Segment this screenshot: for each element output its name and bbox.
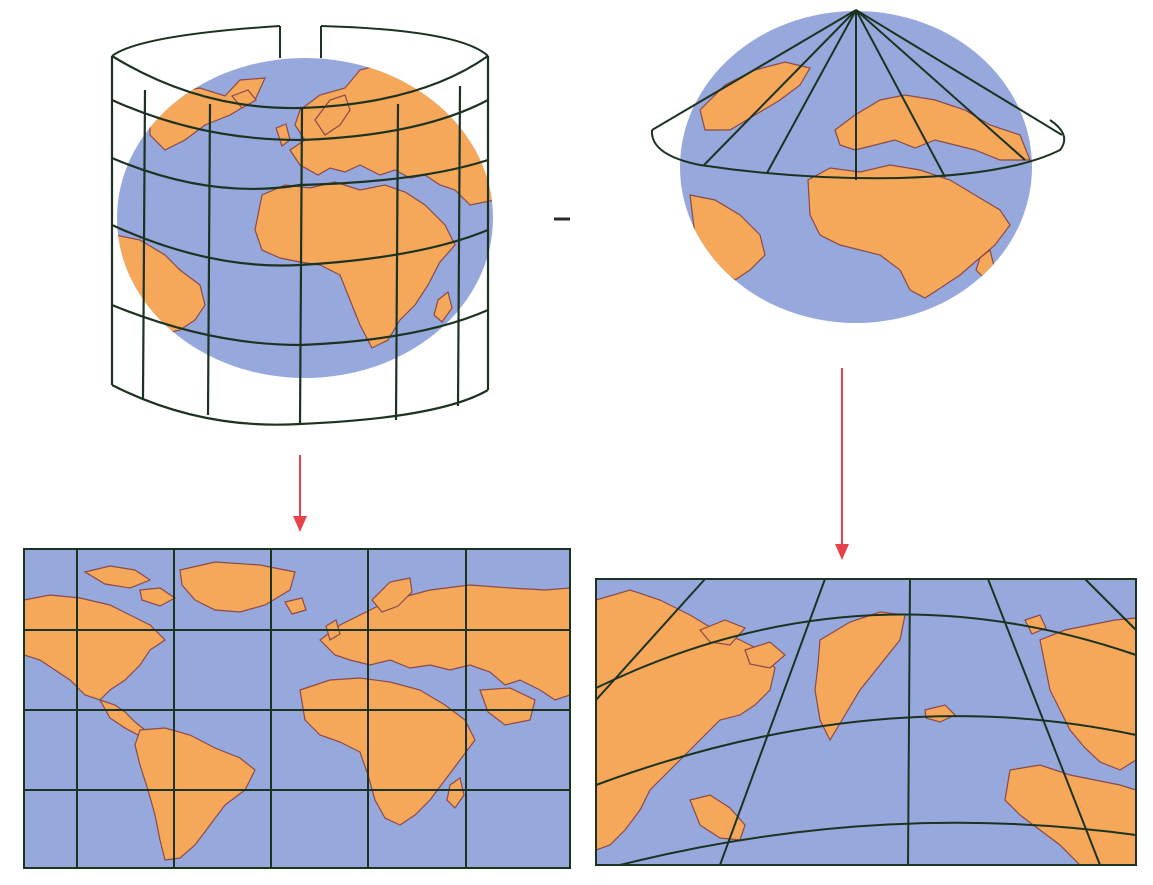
- conic-meridian-3: [907, 578, 911, 866]
- conic-parallel-3: [619, 821, 1137, 866]
- landmass-iceland: [284, 597, 307, 615]
- landmass-africa: [807, 164, 1011, 299]
- landmass-greenland: [814, 611, 906, 742]
- landmass-madagascar: [433, 290, 453, 323]
- conic-meridian-5: [1084, 578, 1137, 631]
- cylinder-parallel-2: [111, 98, 489, 142]
- cylinder-meridian-1: [141, 89, 147, 399]
- arrow-cylinder-to-map: [293, 455, 307, 532]
- arrow-head: [835, 544, 849, 560]
- landmass-central-america: [689, 794, 746, 841]
- landmass-greenland: [179, 561, 296, 613]
- cylinder-grid: [110, 55, 490, 426]
- arrow-cone-to-map: [835, 368, 849, 560]
- landmass-arctic-islands-2: [744, 641, 786, 669]
- conic-meridian-2: [719, 578, 826, 866]
- cylinder-bottom-edge: [111, 384, 489, 426]
- conic-meridian-4: [987, 578, 1101, 866]
- cylinder-meridian-2: [206, 103, 212, 416]
- conic-parallel-1: [595, 613, 1137, 689]
- landmass-africa: [299, 677, 476, 826]
- cone-meridian-2: [766, 9, 857, 174]
- map-frame: [23, 548, 571, 869]
- cone-meridian-5: [855, 9, 1026, 161]
- landmass-arctic-islands: [83, 565, 152, 589]
- cylinder-meridian-4: [394, 103, 400, 421]
- landmass-europe-south: [1004, 764, 1136, 865]
- landmass-arabia: [479, 687, 536, 726]
- cylinder-meridian-3: [298, 107, 304, 425]
- cone-outline: [650, 9, 1066, 180]
- cylinder-back-edge: [111, 25, 489, 57]
- map-grid: [23, 548, 571, 869]
- globe-continents: [689, 61, 1031, 299]
- cylinder-parallel-3: [111, 156, 489, 191]
- landmass-europe: [834, 94, 1031, 161]
- cylinder-meridian-5: [456, 85, 462, 407]
- cone-globe-illustration: [554, 9, 1066, 323]
- cone-meridian-1: [703, 9, 857, 166]
- cone-edge-left: [651, 9, 857, 131]
- map-continents: [596, 589, 1136, 865]
- landmass-madagascar: [446, 777, 465, 809]
- landmass-south-america: [134, 727, 256, 861]
- landmass-scandinavia: [371, 577, 413, 613]
- cylinder-parallel-1: [111, 55, 489, 110]
- conic-meridian-1: [595, 578, 706, 701]
- cylindrical-map: [23, 548, 571, 869]
- conic-map: [595, 578, 1137, 866]
- landmass-north-america: [596, 589, 776, 851]
- cylinder-globe-illustration: [110, 25, 493, 426]
- cone-meridian-4: [855, 9, 946, 178]
- landmass-north-america: [24, 594, 166, 701]
- conic-parallel-2: [595, 715, 1137, 786]
- landmass-europe: [1039, 617, 1136, 771]
- map-continents: [24, 561, 570, 861]
- map-frame: [595, 578, 1137, 866]
- cone-edge-right: [855, 9, 1063, 136]
- cone-base-ellipse: [650, 119, 1066, 180]
- landmass-arctic-islands-2: [139, 587, 177, 607]
- map-grid: [595, 578, 1137, 866]
- arrow-head: [293, 516, 307, 532]
